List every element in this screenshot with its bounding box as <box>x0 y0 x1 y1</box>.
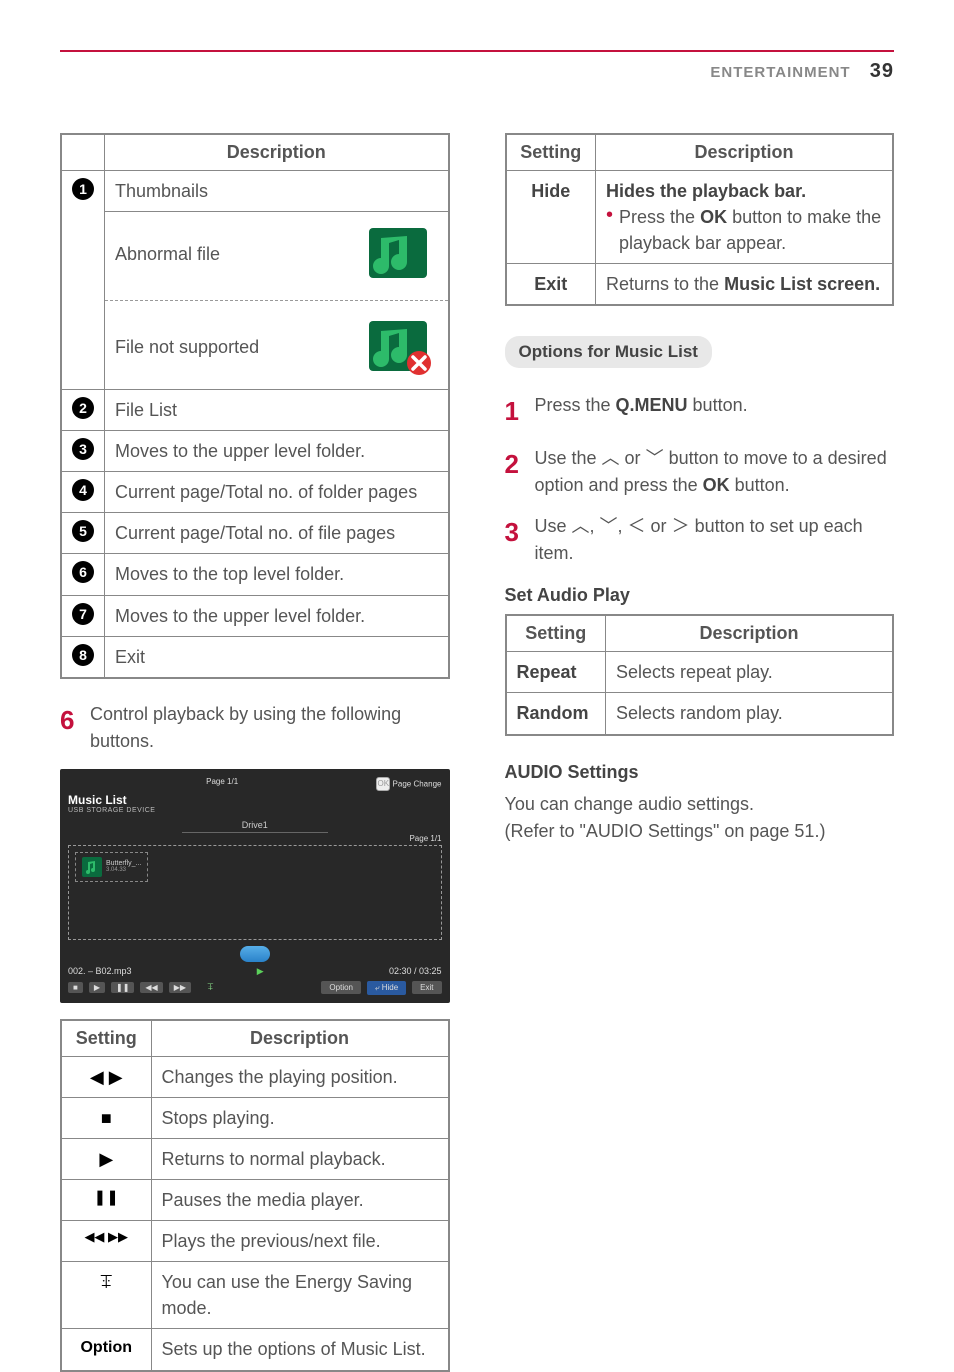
legend-row: File List <box>105 390 449 431</box>
legend-row: Moves to the upper level folder. <box>105 431 449 472</box>
repeat-setting: Repeat <box>506 652 606 693</box>
seek-icon: ◀ ▶ <box>61 1056 151 1097</box>
legend-header: Description <box>105 134 449 171</box>
options-pill: Options for Music List <box>505 336 712 368</box>
legend-row: Moves to the top level folder. <box>105 554 449 595</box>
option-label: Option <box>61 1329 151 1371</box>
step3-text: Use ︿, ﹀, ＜ or ＞ button to set up each i… <box>535 513 895 567</box>
now-playing: 002. – B02.mp3 <box>68 966 132 976</box>
legend-table: Description 1 Thumbnails Abnormal file <box>60 133 450 679</box>
prevnext-icon: ◀◀ ▶▶ <box>61 1221 151 1262</box>
legend-row: Current page/Total no. of folder pages <box>105 472 449 513</box>
controls-table: Setting Description ◀ ▶Changes the playi… <box>60 1019 450 1372</box>
step-number: 6 <box>60 701 82 755</box>
ap-h2: Description <box>606 615 894 652</box>
exit-setting: Exit <box>506 264 596 306</box>
energy-icon: ꔊ <box>61 1262 151 1329</box>
bullet-icon: • <box>606 204 613 256</box>
legend-idx-1: 1 <box>72 178 94 200</box>
legend-1-abnormal: Abnormal file <box>115 241 220 267</box>
exit-desc: Returns to the Music List screen. <box>596 264 894 306</box>
audio-settings-l1: You can change audio settings. <box>505 791 895 818</box>
controls-h2: Description <box>151 1020 449 1057</box>
playbox-title: Music List <box>68 793 155 807</box>
step1-text: Press the Q.MENU button. <box>535 392 748 431</box>
legend-row: Moves to the upper level folder. <box>105 595 449 636</box>
step2-text: Use the ︿ or ﹀ button to move to a desir… <box>535 445 895 499</box>
rt1-h1: Setting <box>506 134 596 171</box>
controls-desc: Returns to normal playback. <box>151 1138 449 1179</box>
repeat-desc: Selects repeat play. <box>606 652 894 693</box>
rt1-h2: Description <box>596 134 894 171</box>
controls-h1: Setting <box>61 1020 151 1057</box>
step-number: 3 <box>505 513 527 567</box>
playbox-subtitle: USB STORAGE DEVICE <box>68 807 155 814</box>
random-setting: Random <box>506 693 606 735</box>
play-time: 02:30 / 03:25 <box>389 966 442 976</box>
play-icon: ▶ <box>61 1138 151 1179</box>
step-number: 1 <box>505 392 527 431</box>
hide-exit-table: Setting Description Hide Hides the playb… <box>505 133 895 306</box>
controls-desc: Stops playing. <box>151 1097 449 1138</box>
audio-settings-l2: (Refer to "AUDIO Settings" on page 51.) <box>505 818 895 845</box>
step6-text: Control playback by using the following … <box>90 701 450 755</box>
music-icon-error <box>358 312 438 382</box>
legend-row: Current page/Total no. of file pages <box>105 513 449 554</box>
controls-desc: Changes the playing position. <box>151 1056 449 1097</box>
hide-bullet: Press the OK button to make the playback… <box>619 204 882 256</box>
hide-desc-bold: Hides the playback bar. <box>606 178 882 204</box>
page-header: ENTERTAINMENT 39 <box>60 60 894 83</box>
controls-desc: Plays the previous/next file. <box>151 1221 449 1262</box>
legend-1-primary: Thumbnails <box>105 171 448 211</box>
audio-settings-title: AUDIO Settings <box>505 762 895 783</box>
legend-1-notsupported: File not supported <box>115 334 259 360</box>
ap-h1: Setting <box>506 615 606 652</box>
music-icon <box>358 219 438 289</box>
legend-row: Exit <box>105 636 449 678</box>
set-audio-play-title: Set Audio Play <box>505 585 895 606</box>
controls-desc: Pauses the media player. <box>151 1180 449 1221</box>
hide-setting: Hide <box>506 171 596 264</box>
audio-play-table: Setting Description Repeat Selects repea… <box>505 614 895 735</box>
random-desc: Selects random play. <box>606 693 894 735</box>
controls-desc: Sets up the options of Music List. <box>151 1329 449 1371</box>
stop-icon: ■ <box>61 1097 151 1138</box>
playback-screenshot: Page 1/1 OK Page Change Music List USB S… <box>60 769 450 1003</box>
drive-label: Drive1 <box>182 820 328 833</box>
page-number: 39 <box>870 60 894 82</box>
pause-icon: ❚❚ <box>61 1180 151 1221</box>
controls-desc: You can use the Energy Saving mode. <box>151 1262 449 1329</box>
section-label: ENTERTAINMENT <box>710 64 850 81</box>
step-number: 2 <box>505 445 527 499</box>
